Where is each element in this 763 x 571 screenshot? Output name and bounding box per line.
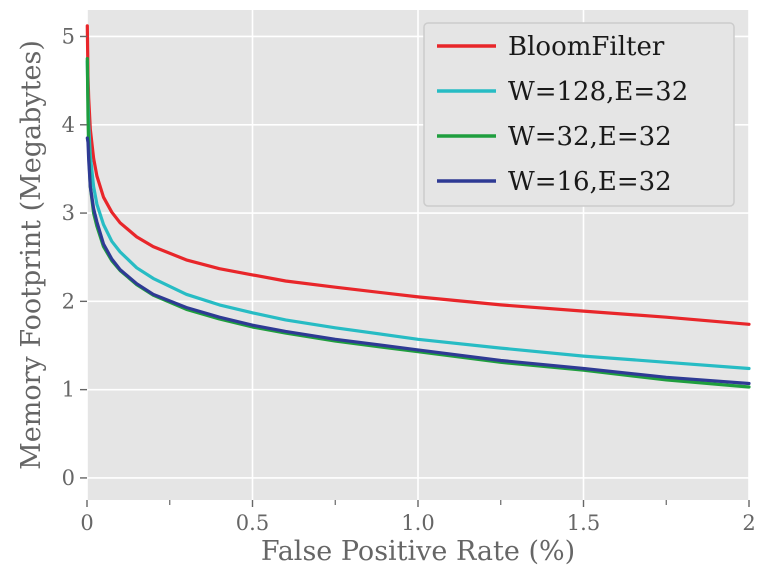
- series-line-4: [85, 136, 751, 386]
- legend: BloomFilter W=128,E=32 W=32,E=32 W=16,E=32: [423, 22, 735, 207]
- y-tick-label: 0: [62, 466, 75, 490]
- legend-label: W=32,E=32: [508, 122, 672, 152]
- series-lines: [85, 24, 751, 389]
- y-tick-label: 1: [62, 378, 75, 402]
- y-tick-label: 4: [62, 113, 75, 137]
- legend-box: [423, 22, 735, 207]
- x-tick-label: 1.5: [567, 511, 600, 535]
- series-line-2: [85, 59, 751, 371]
- legend-label: W=16,E=32: [508, 167, 672, 197]
- legend-label: BloomFilter: [508, 32, 665, 62]
- y-tick-label: 3: [62, 201, 75, 225]
- series-line-1: [85, 24, 751, 326]
- legend-label: W=128,E=32: [508, 77, 688, 107]
- x-tick-label: 0: [80, 511, 93, 535]
- x-tick-label: 1.0: [401, 511, 434, 535]
- y-tick-label: 2: [62, 289, 75, 313]
- axis-ticks: 0 1 2 3 4 5 0 0.5 1.0 1.5 2: [62, 24, 756, 535]
- x-tick-label: 0.5: [236, 511, 269, 535]
- x-axis-label: False Positive Rate (%): [261, 536, 575, 567]
- y-axis-label: Memory Footprint (Megabytes): [16, 40, 47, 470]
- x-tick-label: 2: [742, 511, 755, 535]
- y-tick-label: 5: [62, 24, 75, 48]
